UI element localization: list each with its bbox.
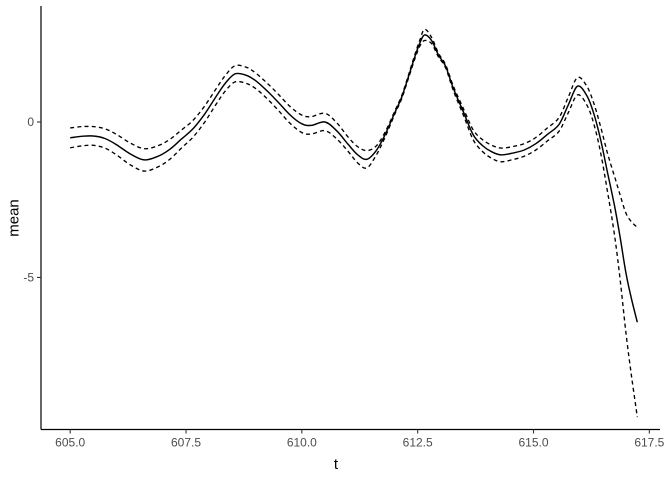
lower-ci-line (70, 39, 638, 418)
y-tick-label: -5 (23, 270, 34, 284)
x-tick-label: 612.5 (403, 436, 433, 450)
x-tick-label: 617.5 (634, 436, 664, 450)
y-axis-title: mean (5, 199, 23, 237)
x-tick-label: 605.0 (55, 436, 85, 450)
x-tick-label: 610.0 (287, 436, 317, 450)
upper-ci-line (70, 28, 638, 228)
x-tick-label: 607.5 (171, 436, 201, 450)
x-axis-title: t (333, 456, 339, 473)
x-tick-label: 615.0 (518, 436, 548, 450)
mean-line (70, 34, 639, 323)
y-tick-label: 0 (27, 115, 34, 129)
